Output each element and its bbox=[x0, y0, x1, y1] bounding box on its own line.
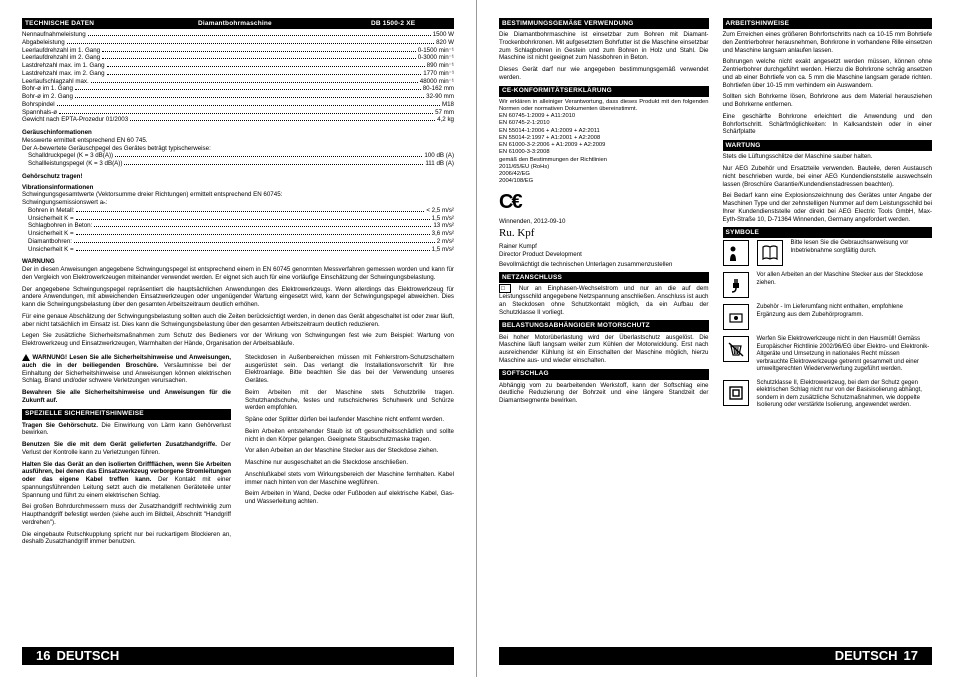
class2-mini-icon: □ bbox=[499, 284, 511, 293]
accessory-icon bbox=[723, 304, 749, 330]
hdr-c3: DB 1500-2 XE bbox=[371, 20, 451, 28]
page-number-r: 17 bbox=[904, 648, 918, 664]
symbol-row-weee: Werfen Sie Elektrowerkzeuge nicht in den… bbox=[723, 336, 933, 374]
ce-name: Rainer Kumpf bbox=[499, 243, 709, 251]
warn-box: WARNUNG! Lesen Sie alle Sicherheitshinwe… bbox=[22, 354, 231, 385]
wartung-paragraphs: Stets die Lüftungsschlitze der Maschine … bbox=[723, 153, 933, 223]
spec-table: Nennaufnahmeleistung1500 WAbgabeleistung… bbox=[22, 31, 454, 124]
col2-paragraphs: Steckdosen in Außenbereichen müssen mit … bbox=[245, 354, 454, 506]
vib-intro: Schwingungsgesamtwerte (Vektorsumme drei… bbox=[22, 191, 454, 207]
manual-icon bbox=[757, 240, 783, 266]
noise-specs: Schalldruckpegel (K = 3 dB(A))100 dB (A)… bbox=[22, 152, 454, 168]
hdr-c2: Diamantbohrmaschine bbox=[198, 20, 371, 28]
soft-header: SOFTSCHLAG bbox=[499, 369, 709, 380]
arbeit-paragraphs: Zum Erreichen eines größeren Bohrfortsch… bbox=[723, 31, 933, 136]
left-column: WARNUNG! Lesen Sie alle Sicherheitshinwe… bbox=[22, 354, 231, 550]
sym2-text: Vor allen Arbeiten an der Maschine Steck… bbox=[757, 272, 933, 287]
use-header: BESTIMMUNGSGEMÄßE VERWENDUNG bbox=[499, 18, 709, 29]
tech-header: TECHNISCHE DATEN Diamantbohrmaschine DB … bbox=[22, 18, 454, 29]
right-column: Steckdosen in Außenbereichen müssen mit … bbox=[245, 354, 454, 550]
arbeit-header: ARBEITSHINWEISE bbox=[723, 18, 933, 29]
netz-text: □ Nur an Einphasen-Wechselstrom und nur … bbox=[499, 285, 709, 316]
page-17: BESTIMMUNGSGEMÄßE VERWENDUNG Die Diamant… bbox=[477, 0, 954, 677]
ce-date: Winnenden, 2012-09-10 bbox=[499, 218, 709, 226]
noise-title: Geräuschinformationen bbox=[22, 129, 454, 137]
sym1-text: Bitte lesen Sie die Gebrauchsanweisung v… bbox=[791, 240, 933, 255]
sym4-text: Werfen Sie Elektrowerkzeuge nicht in den… bbox=[757, 336, 933, 374]
plug-icon bbox=[723, 272, 749, 298]
right-page-col1: BESTIMMUNGSGEMÄßE VERWENDUNG Die Diamant… bbox=[499, 18, 709, 416]
use-paragraphs: Die Diamantbohrmaschine ist einsetzbar z… bbox=[499, 31, 709, 82]
warn-box3: Bewahren Sie alle Sicherheitshinweise un… bbox=[22, 389, 231, 404]
hdr-c1: TECHNISCHE DATEN bbox=[25, 20, 198, 28]
symbol-row-class2: Schutzklasse II, Elektrowerkzeug, bei de… bbox=[723, 380, 933, 410]
symbole-header: SYMBOLE bbox=[723, 227, 933, 238]
warning-icon bbox=[22, 354, 30, 361]
soft-text: Abhängig vom zu bearbeitenden Werkstoff,… bbox=[499, 382, 709, 405]
symbol-row-manual: Bitte lesen Sie die Gebrauchsanweisung v… bbox=[723, 240, 933, 266]
vib-title: Vibrationsinformationen bbox=[22, 184, 454, 192]
warning-title: WARNUNG bbox=[22, 258, 454, 266]
noise-intro: Messwerte ermittelt entsprechend EN 60 7… bbox=[22, 137, 454, 153]
footer-left: 16 DEUTSCH bbox=[0, 647, 476, 667]
sym3-text: Zubehör - Im Lieferumfang nicht enthalte… bbox=[757, 304, 933, 319]
ear-protect: Gehörschutz tragen! bbox=[22, 173, 454, 181]
warning-paragraphs: Der in diesen Anweisungen angegebene Sch… bbox=[22, 266, 454, 348]
ce-mark-icon: C€ bbox=[499, 190, 709, 215]
vib-specs: Bohren in Metall:< 2,5 m/s²Unsicherheit … bbox=[22, 207, 454, 254]
signature-icon: Ru. Kpf bbox=[499, 227, 709, 241]
weee-icon bbox=[723, 336, 749, 362]
person-icon bbox=[723, 240, 749, 266]
symbol-row-accessory: Zubehör - Im Lieferumfang nicht enthalte… bbox=[723, 304, 933, 330]
page-16: TECHNISCHE DATEN Diamantbohrmaschine DB … bbox=[0, 0, 477, 677]
ce-role: Director Product Development bbox=[499, 251, 709, 259]
symbol-row-plug: Vor allen Arbeiten an der Maschine Steck… bbox=[723, 272, 933, 298]
ce-auth: Bevollmächtigt die technischen Unterlage… bbox=[499, 261, 709, 269]
safety-header: SPEZIELLE SICHERHEITSHINWEISE bbox=[22, 409, 231, 420]
right-page-col2: ARBEITSHINWEISE Zum Erreichen eines größ… bbox=[723, 18, 933, 416]
sym5-text: Schutzklasse II, Elektrowerkzeug, bei de… bbox=[757, 380, 933, 410]
class2-icon bbox=[723, 380, 749, 406]
motor-header: BELASTUNGSABHÄNGIGER MOTORSCHUTZ bbox=[499, 320, 709, 331]
footer-lang: DEUTSCH bbox=[56, 648, 119, 664]
page-number: 16 bbox=[36, 648, 50, 664]
ce-header: CE-KONFORMITÄTSERKLÄRUNG bbox=[499, 86, 709, 97]
safety-paragraphs: Tragen Sie Gehörschutz. Die Einwirkung v… bbox=[22, 422, 231, 547]
motor-text: Bei hoher Motorüberlastung wird der Über… bbox=[499, 334, 709, 365]
netz-header: NETZANSCHLUSS bbox=[499, 272, 709, 283]
wartung-header: WARTUNG bbox=[723, 140, 933, 151]
footer-right: DEUTSCH 17 bbox=[477, 647, 954, 667]
footer-lang-r: DEUTSCH bbox=[835, 648, 898, 664]
netz-body: Nur an Einphasen-Wechselstrom und nur an… bbox=[499, 285, 709, 315]
ce-text: Wir erklären in alleiniger Verantwortung… bbox=[499, 99, 709, 186]
